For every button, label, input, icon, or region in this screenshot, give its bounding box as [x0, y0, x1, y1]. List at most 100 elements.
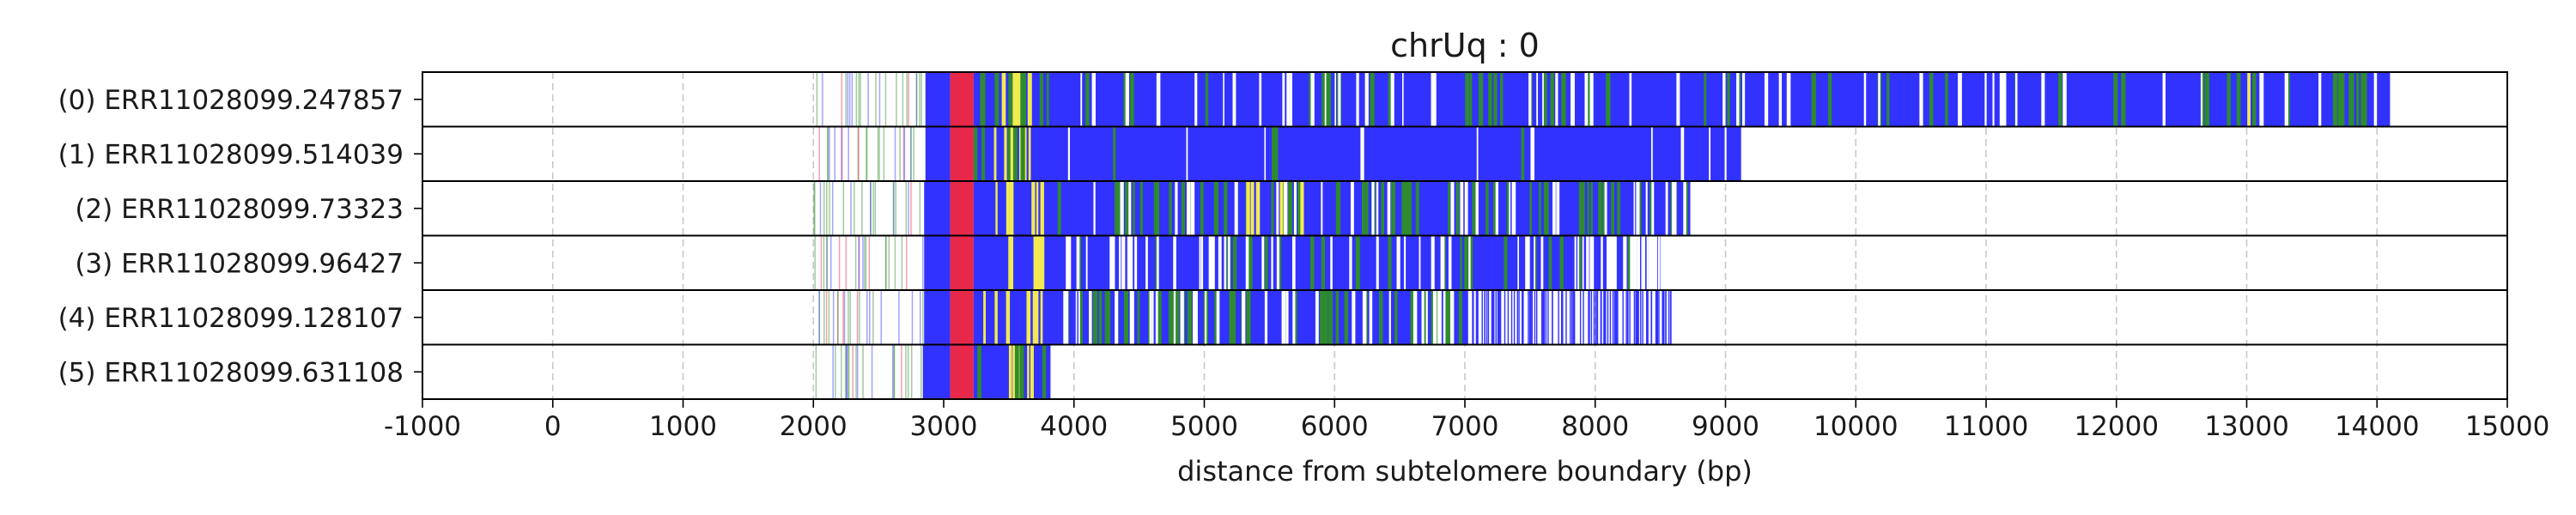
read-stripe — [1413, 291, 1418, 344]
read-stripe — [1445, 291, 1449, 344]
read-stripe — [1432, 291, 1437, 344]
read-stripe — [1651, 182, 1655, 235]
read-stripe — [1492, 182, 1497, 235]
read-stripe — [1005, 182, 1010, 235]
read-stripe — [1109, 236, 1114, 289]
read-stripe — [1121, 236, 1126, 289]
read-stripe — [1286, 73, 1290, 126]
x-tick-label: 8000 — [1561, 411, 1629, 442]
read-stripe — [1066, 236, 1069, 289]
read-stripe — [1550, 73, 1554, 126]
read-stripe — [1509, 182, 1511, 235]
sparse-mark — [858, 73, 860, 126]
read-stripe — [1632, 236, 1635, 289]
sparse-mark — [826, 236, 829, 289]
read-stripe — [1276, 182, 1279, 235]
read-stripe — [1404, 182, 1408, 235]
sparse-tail-mark — [1595, 291, 1597, 344]
read-stripe — [1234, 182, 1238, 235]
read-stripe — [2236, 73, 2241, 126]
read-stripe — [1274, 127, 1279, 180]
read-stripe — [1460, 236, 1462, 289]
read-stripe — [1608, 236, 1611, 289]
read-stripe — [1673, 182, 1677, 235]
read-stripe — [1098, 291, 1103, 344]
read-stripe — [2057, 73, 2063, 126]
read-stripe — [1650, 127, 1653, 180]
sparse-mark — [878, 73, 881, 126]
sparse-mark — [829, 182, 830, 235]
read-stripe — [1704, 73, 1707, 126]
sparse-mark — [870, 182, 872, 235]
sparse-tail-mark — [1615, 291, 1617, 344]
read-stripe — [1009, 182, 1014, 235]
read-stripe — [1528, 73, 1532, 126]
read-stripe — [1212, 236, 1215, 289]
read-stripe — [1092, 291, 1098, 344]
read-stripe — [1288, 182, 1293, 235]
read-stripe — [1676, 73, 1680, 126]
sparse-mark — [814, 182, 816, 235]
sparse-mark — [832, 291, 835, 344]
read-stripe — [1364, 73, 1369, 126]
read-stripe — [2252, 73, 2257, 126]
read-stripe — [1281, 291, 1285, 344]
read-stripe — [1500, 73, 1504, 126]
sparse-tail-mark — [1633, 291, 1636, 344]
read-stripe — [1200, 182, 1204, 235]
read-stripe — [1598, 182, 1602, 235]
read-stripe — [1369, 291, 1373, 344]
sparse-mark — [849, 291, 851, 344]
read-stripe — [1309, 236, 1315, 289]
read-stripe — [1213, 182, 1219, 235]
sparse-mark — [845, 236, 848, 289]
read-stripe — [1561, 73, 1566, 126]
read-stripe — [1488, 73, 1492, 126]
sparse-tail-mark — [1541, 291, 1543, 344]
sparse-mark — [846, 345, 848, 398]
read-stripe — [1137, 291, 1140, 344]
read-stripe — [1085, 73, 1090, 126]
read-stripe — [1261, 236, 1265, 289]
read-stripe — [1534, 236, 1537, 289]
sparse-mark — [825, 291, 828, 344]
read-stripe — [1529, 182, 1532, 235]
read-segment — [922, 345, 951, 398]
sparse-mark — [861, 182, 863, 235]
read-label: (5) ERR11028099.631108 — [58, 357, 404, 388]
read-stripe — [1645, 182, 1648, 235]
read-stripe — [1611, 182, 1614, 235]
sparse-tail-mark — [1617, 291, 1619, 344]
read-stripe — [1176, 291, 1180, 344]
read-segment — [925, 127, 951, 180]
sparse-mark — [842, 291, 844, 344]
read-stripe — [1376, 182, 1379, 235]
sparse-tail-mark — [1593, 291, 1595, 344]
sparse-tail-mark — [1636, 291, 1637, 344]
read-stripe — [1175, 182, 1178, 235]
sparse-mark — [828, 291, 830, 344]
read-stripe — [1683, 182, 1686, 235]
read-stripe — [2201, 73, 2205, 126]
read-stripe — [1469, 236, 1473, 289]
sparse-mark — [910, 127, 912, 180]
x-tick-label: 1000 — [649, 411, 717, 442]
read-stripe — [1464, 182, 1468, 235]
sparse-mark — [906, 73, 908, 126]
read-segment — [950, 127, 974, 180]
read-stripe — [1606, 73, 1611, 126]
sparse-tail-mark — [1663, 291, 1665, 344]
sparse-mark — [915, 73, 918, 126]
read-stripe — [1089, 291, 1091, 344]
sparse-tail-mark — [1629, 291, 1631, 344]
sparse-tail-mark — [1492, 291, 1494, 344]
sparse-mark — [911, 291, 914, 344]
read-stripe — [1120, 182, 1124, 235]
read-label: (1) ERR11028099.514039 — [58, 139, 404, 170]
read-stripe — [1078, 236, 1082, 289]
read-stripe — [1134, 236, 1138, 289]
sparse-mark — [814, 236, 816, 289]
sparse-mark — [848, 345, 850, 398]
read-stripe — [1636, 182, 1640, 235]
sparse-tail-mark — [1579, 291, 1582, 344]
